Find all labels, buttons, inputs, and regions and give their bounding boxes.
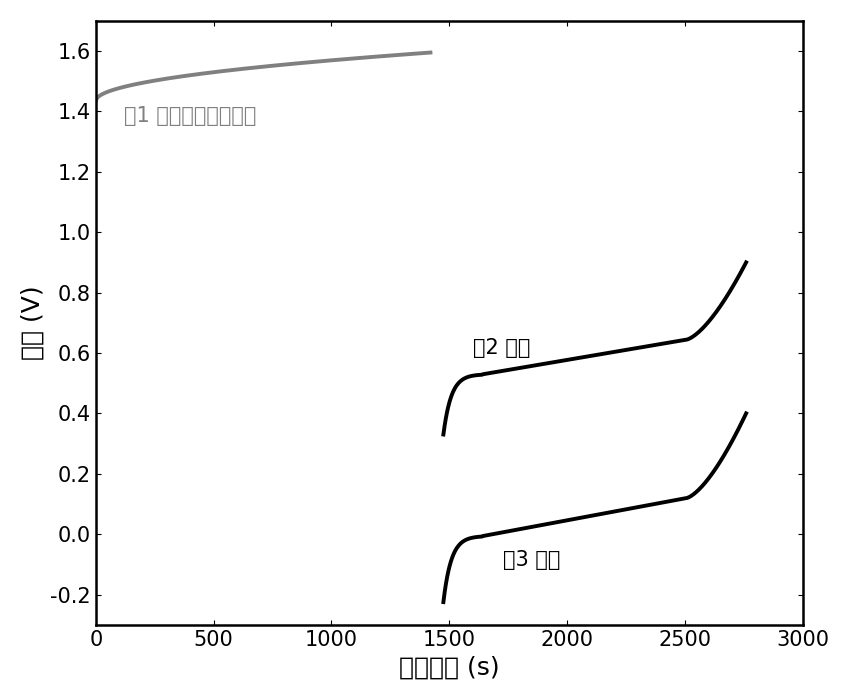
Text: 槽2 产氧: 槽2 产氧 [473,339,530,358]
Text: 槽3 产氢: 槽3 产氢 [503,550,561,570]
X-axis label: 电解时间 (s): 电解时间 (s) [399,655,500,679]
Y-axis label: 电压 (V): 电压 (V) [21,286,45,360]
Text: 槽1 全钒液流电池充电: 槽1 全钒液流电池充电 [124,106,257,126]
